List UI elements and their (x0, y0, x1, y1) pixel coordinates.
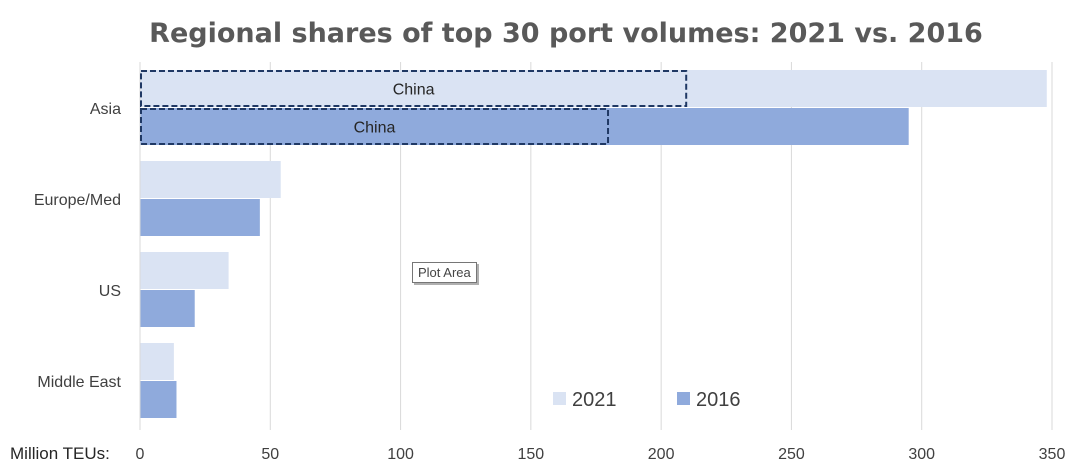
category-label: Middle East (37, 374, 121, 391)
x-axis-ticks: 0 50 100 150 200 250 300 350 (136, 446, 1066, 463)
x-tick-label: 250 (778, 446, 805, 463)
bar-asia-2016 (140, 108, 909, 145)
x-tick-label: 150 (518, 446, 545, 463)
x-axis-unit-label: Million TEUs: (10, 444, 110, 463)
x-tick-label: 300 (908, 446, 935, 463)
category-label: Europe/Med (34, 192, 121, 209)
x-tick-label: 50 (261, 446, 279, 463)
legend-swatch-2021 (553, 392, 566, 405)
annotation-label: China (354, 120, 396, 137)
bar-europe-med-2016 (140, 199, 260, 236)
legend-label: 2016 (696, 389, 741, 411)
category-label: US (99, 283, 121, 300)
bars (139, 62, 1047, 430)
x-tick-label: 0 (136, 446, 145, 463)
bar-us-2021 (140, 252, 229, 289)
legend-label: 2021 (572, 389, 617, 411)
legend-swatch-2016 (677, 392, 690, 405)
annotations: China China (140, 70, 688, 145)
bar-europe-med-2021 (140, 161, 281, 198)
chart-title: Regional shares of top 30 port volumes: … (149, 18, 983, 49)
annotation-label: China (393, 82, 435, 99)
plot-area-tooltip: Plot Area (412, 262, 477, 283)
legend: 2021 2016 (553, 389, 741, 411)
category-labels: Asia Europe/Med US Middle East (34, 101, 122, 391)
annotation-box (140, 70, 688, 107)
x-tick-label: 100 (387, 446, 414, 463)
bar-middle-east-2021 (140, 343, 174, 380)
x-tick-label: 350 (1039, 446, 1066, 463)
bar-asia-2021 (140, 70, 1047, 107)
bar-us-2016 (140, 290, 195, 327)
annotation-box (140, 108, 610, 145)
category-label: Asia (90, 101, 121, 118)
x-tick-label: 200 (648, 446, 675, 463)
bar-middle-east-2016 (140, 381, 177, 418)
